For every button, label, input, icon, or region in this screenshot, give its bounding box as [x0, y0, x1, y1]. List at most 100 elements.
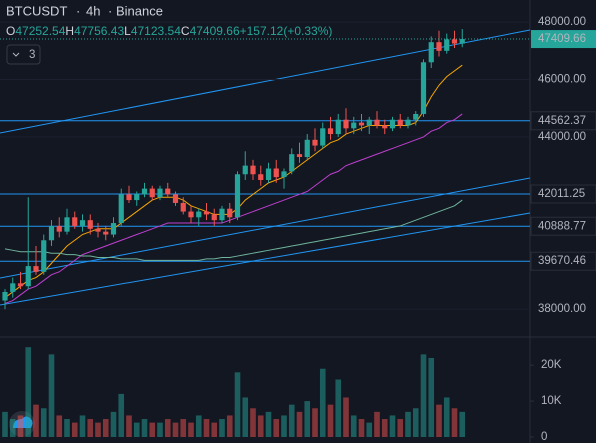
indicator-toggle[interactable]: 3 — [6, 44, 41, 65]
volume-bar — [389, 415, 396, 437]
volume-bar — [118, 393, 125, 437]
ohlc-value: 47252.54 — [15, 24, 65, 38]
candle-body — [33, 266, 39, 272]
candle-body — [366, 119, 372, 126]
ohlc-value: 47756.43 — [74, 24, 124, 38]
y-tick-label: 44000.00 — [538, 131, 586, 143]
candle-body — [110, 223, 117, 235]
volume-bar — [71, 422, 78, 437]
candle-body — [405, 119, 411, 126]
volume-bar — [95, 422, 101, 437]
volume-bar — [343, 397, 349, 437]
volume-bar — [428, 357, 435, 437]
volume-bar — [141, 419, 148, 437]
candle-body — [10, 283, 16, 292]
ohlc-prefix: L — [124, 24, 131, 38]
interval: 4h — [86, 3, 100, 18]
volume-bar — [273, 419, 280, 437]
candle-body — [134, 194, 140, 201]
volume-bar — [203, 419, 210, 437]
candle-body — [304, 139, 310, 158]
volume-bar — [164, 419, 171, 437]
level-label: 42011.25 — [538, 188, 585, 200]
ohlc-legend: O47252.54H47756.43L47123.54C47409.66+157… — [6, 24, 332, 38]
candle-body — [141, 188, 148, 195]
volume-bar — [195, 415, 202, 437]
volume-tick-label: 0 — [541, 431, 547, 443]
volume-bar — [219, 419, 225, 437]
candle-body — [265, 168, 272, 180]
candle-body — [320, 128, 326, 146]
volume-bar — [64, 419, 70, 437]
candle-body — [25, 266, 31, 287]
volume-bar — [397, 419, 404, 437]
candle-body — [289, 154, 295, 172]
candle-body — [428, 42, 434, 63]
volume-bar — [149, 422, 156, 437]
level-label-box — [530, 216, 596, 236]
candle-body — [382, 125, 388, 129]
volume-bar — [110, 411, 117, 437]
volume-bar — [33, 404, 39, 437]
volume-bar — [40, 408, 47, 437]
last-price-label: 47409.66 — [538, 33, 586, 45]
candle-body — [451, 39, 458, 44]
volume-bar — [327, 404, 334, 437]
volume-bar — [312, 408, 318, 437]
candle-body — [250, 165, 256, 175]
candle-body — [234, 174, 241, 218]
volume-bar — [443, 397, 450, 437]
volume-bar — [265, 411, 272, 437]
volume-tick-label: 10K — [541, 395, 562, 407]
volume-bar — [102, 419, 109, 437]
candle-body — [87, 220, 93, 229]
candle-body — [389, 119, 396, 129]
last-price-box — [531, 30, 596, 49]
candle-body — [64, 217, 70, 232]
volume-bar — [296, 411, 303, 437]
indicator-count: 3 — [29, 49, 35, 61]
volume-bar — [211, 422, 218, 437]
volume-bar — [257, 415, 264, 437]
candle-body — [196, 211, 202, 218]
trend-line — [0, 212, 531, 306]
candle-body — [227, 208, 233, 218]
candle-body — [172, 194, 179, 203]
level-label: 44562.37 — [538, 115, 586, 127]
candle-body — [258, 174, 264, 180]
candle-body — [180, 202, 186, 212]
candle-body — [149, 188, 155, 198]
candle-body — [296, 154, 303, 158]
volume-bar — [157, 422, 163, 437]
volume-bar — [366, 422, 373, 437]
candle-body — [420, 62, 427, 114]
volume-bar — [234, 372, 241, 437]
volume-bar — [172, 422, 179, 437]
symbol: BTCUSDT — [6, 3, 67, 18]
y-tick-label: 38000.00 — [538, 303, 586, 315]
change: +157.12 — [240, 24, 284, 38]
volume-bar — [381, 419, 388, 437]
candle-body — [203, 211, 210, 215]
trend-line — [0, 29, 531, 134]
candle-body — [157, 188, 163, 198]
toggle-box[interactable] — [6, 44, 41, 65]
candle-body — [41, 240, 47, 272]
candle-body — [242, 165, 248, 175]
ohlc-value: 47123.54 — [131, 24, 181, 38]
candle-body — [219, 208, 225, 221]
volume-bar — [226, 415, 233, 437]
candle-body — [459, 39, 465, 44]
volume-tick-label: 20K — [541, 359, 562, 371]
candle-body — [72, 217, 78, 226]
volume-bar — [133, 422, 140, 437]
volume-bar — [281, 415, 287, 437]
candle-body — [273, 168, 279, 178]
volume-bar — [56, 415, 63, 437]
candle-body — [2, 291, 8, 301]
plot-area — [0, 21, 531, 310]
header: BTCUSDT · 4h · Binance — [6, 3, 163, 18]
candle-body — [281, 171, 287, 178]
candle-body — [56, 225, 62, 232]
candle-body — [358, 122, 365, 126]
